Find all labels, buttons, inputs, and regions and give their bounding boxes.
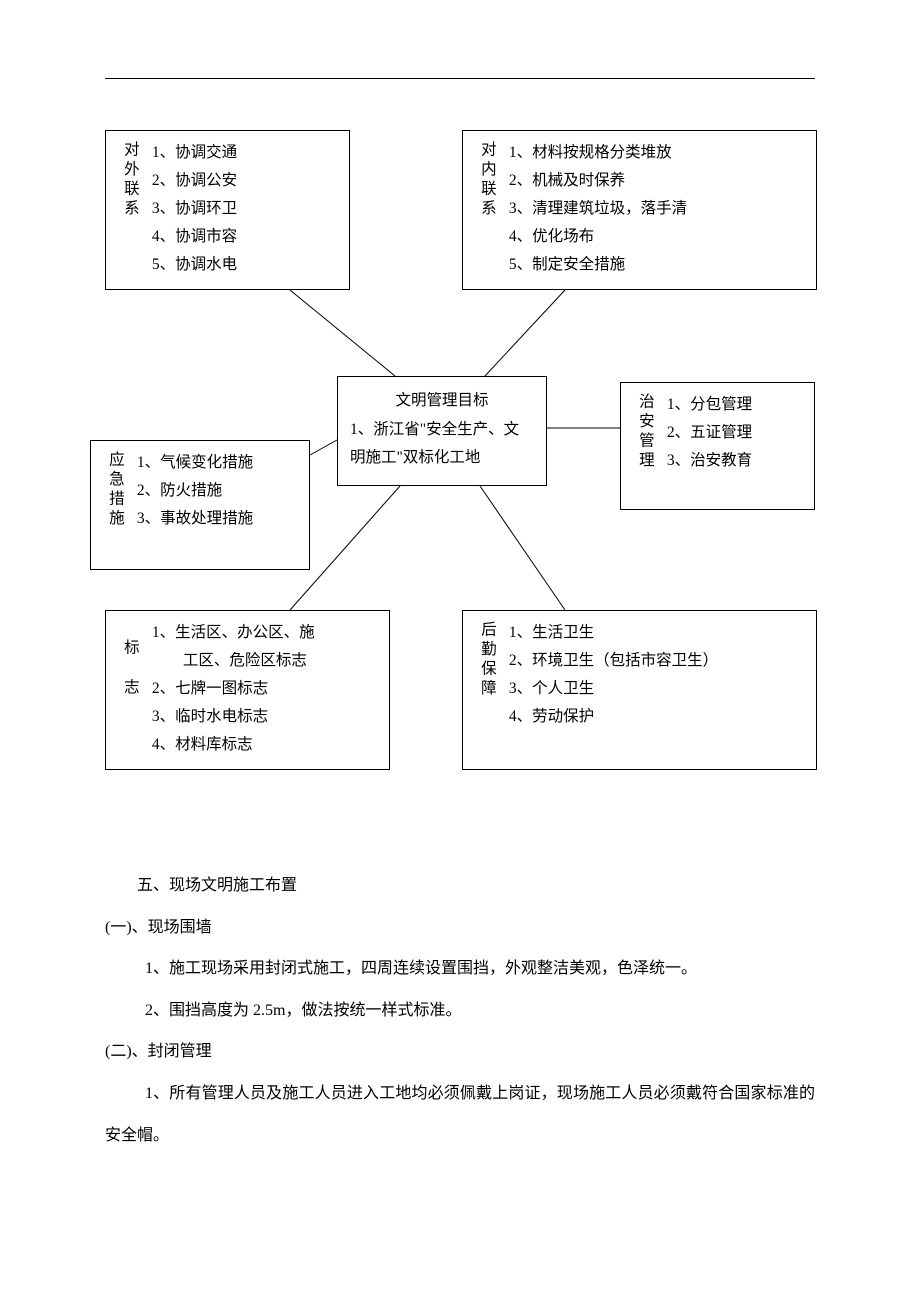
node-mid-right: 治安管理 1、分包管理2、五证管理3、治安教育	[620, 382, 815, 510]
node-top-left: 对外联系 1、协调交通2、协调公安3、协调环卫4、协调市容5、协调水电	[105, 130, 350, 290]
node-item: 1、气候变化措施	[137, 449, 299, 477]
node-item: 1、协调交通	[152, 139, 339, 167]
node-mid-left: 应急措施 1、气候变化措施2、防火措施3、事故处理措施	[90, 440, 310, 570]
node-item: 1、材料按规格分类堆放	[509, 139, 806, 167]
node-label: 对内联系	[473, 139, 501, 219]
section-title: 五、现场文明施工布置	[105, 865, 815, 907]
node-item: 3、协调环卫	[152, 195, 339, 223]
subsection-1-item-1: 1、施工现场采用封闭式施工，四周连续设置围挡，外观整洁美观，色泽统一。	[105, 948, 815, 990]
node-bottom-left: 标志1、生活区、办公区、施 工区、危险区标志2、七牌一图标志3、临时水电标志4、…	[105, 610, 390, 770]
node-item: 3、临时水电标志	[152, 703, 379, 731]
body-text: 五、现场文明施工布置 (一)、现场围墙 1、施工现场采用封闭式施工，四周连续设置…	[105, 865, 815, 1156]
node-item: 3、治安教育	[667, 447, 804, 475]
node-item: 2、协调公安	[152, 167, 339, 195]
node-item: 2、防火措施	[137, 477, 299, 505]
node-label: 治安管理	[631, 391, 659, 471]
node-item: 4、协调市容	[152, 223, 339, 251]
node-content: 1、生活区、办公区、施 工区、危险区标志2、七牌一图标志3、临时水电标志4、材料…	[152, 619, 379, 758]
node-item: 4、劳动保护	[509, 703, 806, 731]
subsection-2-item-1: 1、所有管理人员及施工人员进入工地均必须佩戴上岗证，现场施工人员必须戴符合国家标…	[105, 1073, 815, 1156]
node-item: 1、生活卫生	[509, 619, 806, 647]
node-content: 1、生活卫生2、环境卫生（包括市容卫生）3、个人卫生4、劳动保护	[509, 619, 806, 731]
subsection-1-title: (一)、现场围墙	[105, 907, 815, 949]
subsection-2-title: (二)、封闭管理	[105, 1031, 815, 1073]
node-content: 1、协调交通2、协调公安3、协调环卫4、协调市容5、协调水电	[152, 139, 339, 278]
node-content: 1、气候变化措施2、防火措施3、事故处理措施	[137, 449, 299, 533]
center-node: 文明管理目标1、浙江省"安全生产、文明施工"双标化工地	[337, 376, 547, 486]
page: 文明管理目标1、浙江省"安全生产、文明施工"双标化工地 对外联系 1、协调交通2、协…	[0, 0, 920, 1302]
node-label: 后勤保障	[473, 619, 501, 699]
node-item: 5、制定安全措施	[509, 251, 806, 279]
diagram-container: 文明管理目标1、浙江省"安全生产、文明施工"双标化工地 对外联系 1、协调交通2、协…	[0, 0, 920, 820]
node-label: 应急措施	[101, 449, 129, 529]
subsection-1-item-2: 2、围挡高度为 2.5m，做法按统一样式标准。	[105, 990, 815, 1032]
node-item: 工区、危险区标志	[152, 647, 379, 675]
node-content: 1、分包管理2、五证管理3、治安教育	[667, 391, 804, 475]
node-item: 2、七牌一图标志	[152, 675, 379, 703]
node-item: 3、清理建筑垃圾，落手清	[509, 195, 806, 223]
node-item: 4、优化场布	[509, 223, 806, 251]
node-item: 2、环境卫生（包括市容卫生）	[509, 647, 806, 675]
node-item: 2、机械及时保养	[509, 167, 806, 195]
node-item: 5、协调水电	[152, 251, 339, 279]
node-item: 3、事故处理措施	[137, 505, 299, 533]
node-top-right: 对内联系 1、材料按规格分类堆放2、机械及时保养3、清理建筑垃圾，落手清4、优化场…	[462, 130, 817, 290]
center-title: 文明管理目标	[350, 387, 534, 416]
node-item: 2、五证管理	[667, 419, 804, 447]
node-label: 对外联系	[116, 139, 144, 219]
node-label: 标志	[116, 619, 144, 718]
node-bottom-right: 后勤保障 1、生活卫生2、环境卫生（包括市容卫生）3、个人卫生4、劳动保护	[462, 610, 817, 770]
center-item: 1、浙江省"安全生产、文明施工"双标化工地	[350, 416, 534, 473]
node-item: 4、材料库标志	[152, 731, 379, 759]
node-item: 3、个人卫生	[509, 675, 806, 703]
node-item: 1、分包管理	[667, 391, 804, 419]
node-item: 1、生活区、办公区、施	[152, 619, 379, 647]
node-content: 1、材料按规格分类堆放2、机械及时保养3、清理建筑垃圾，落手清4、优化场布5、制…	[509, 139, 806, 278]
